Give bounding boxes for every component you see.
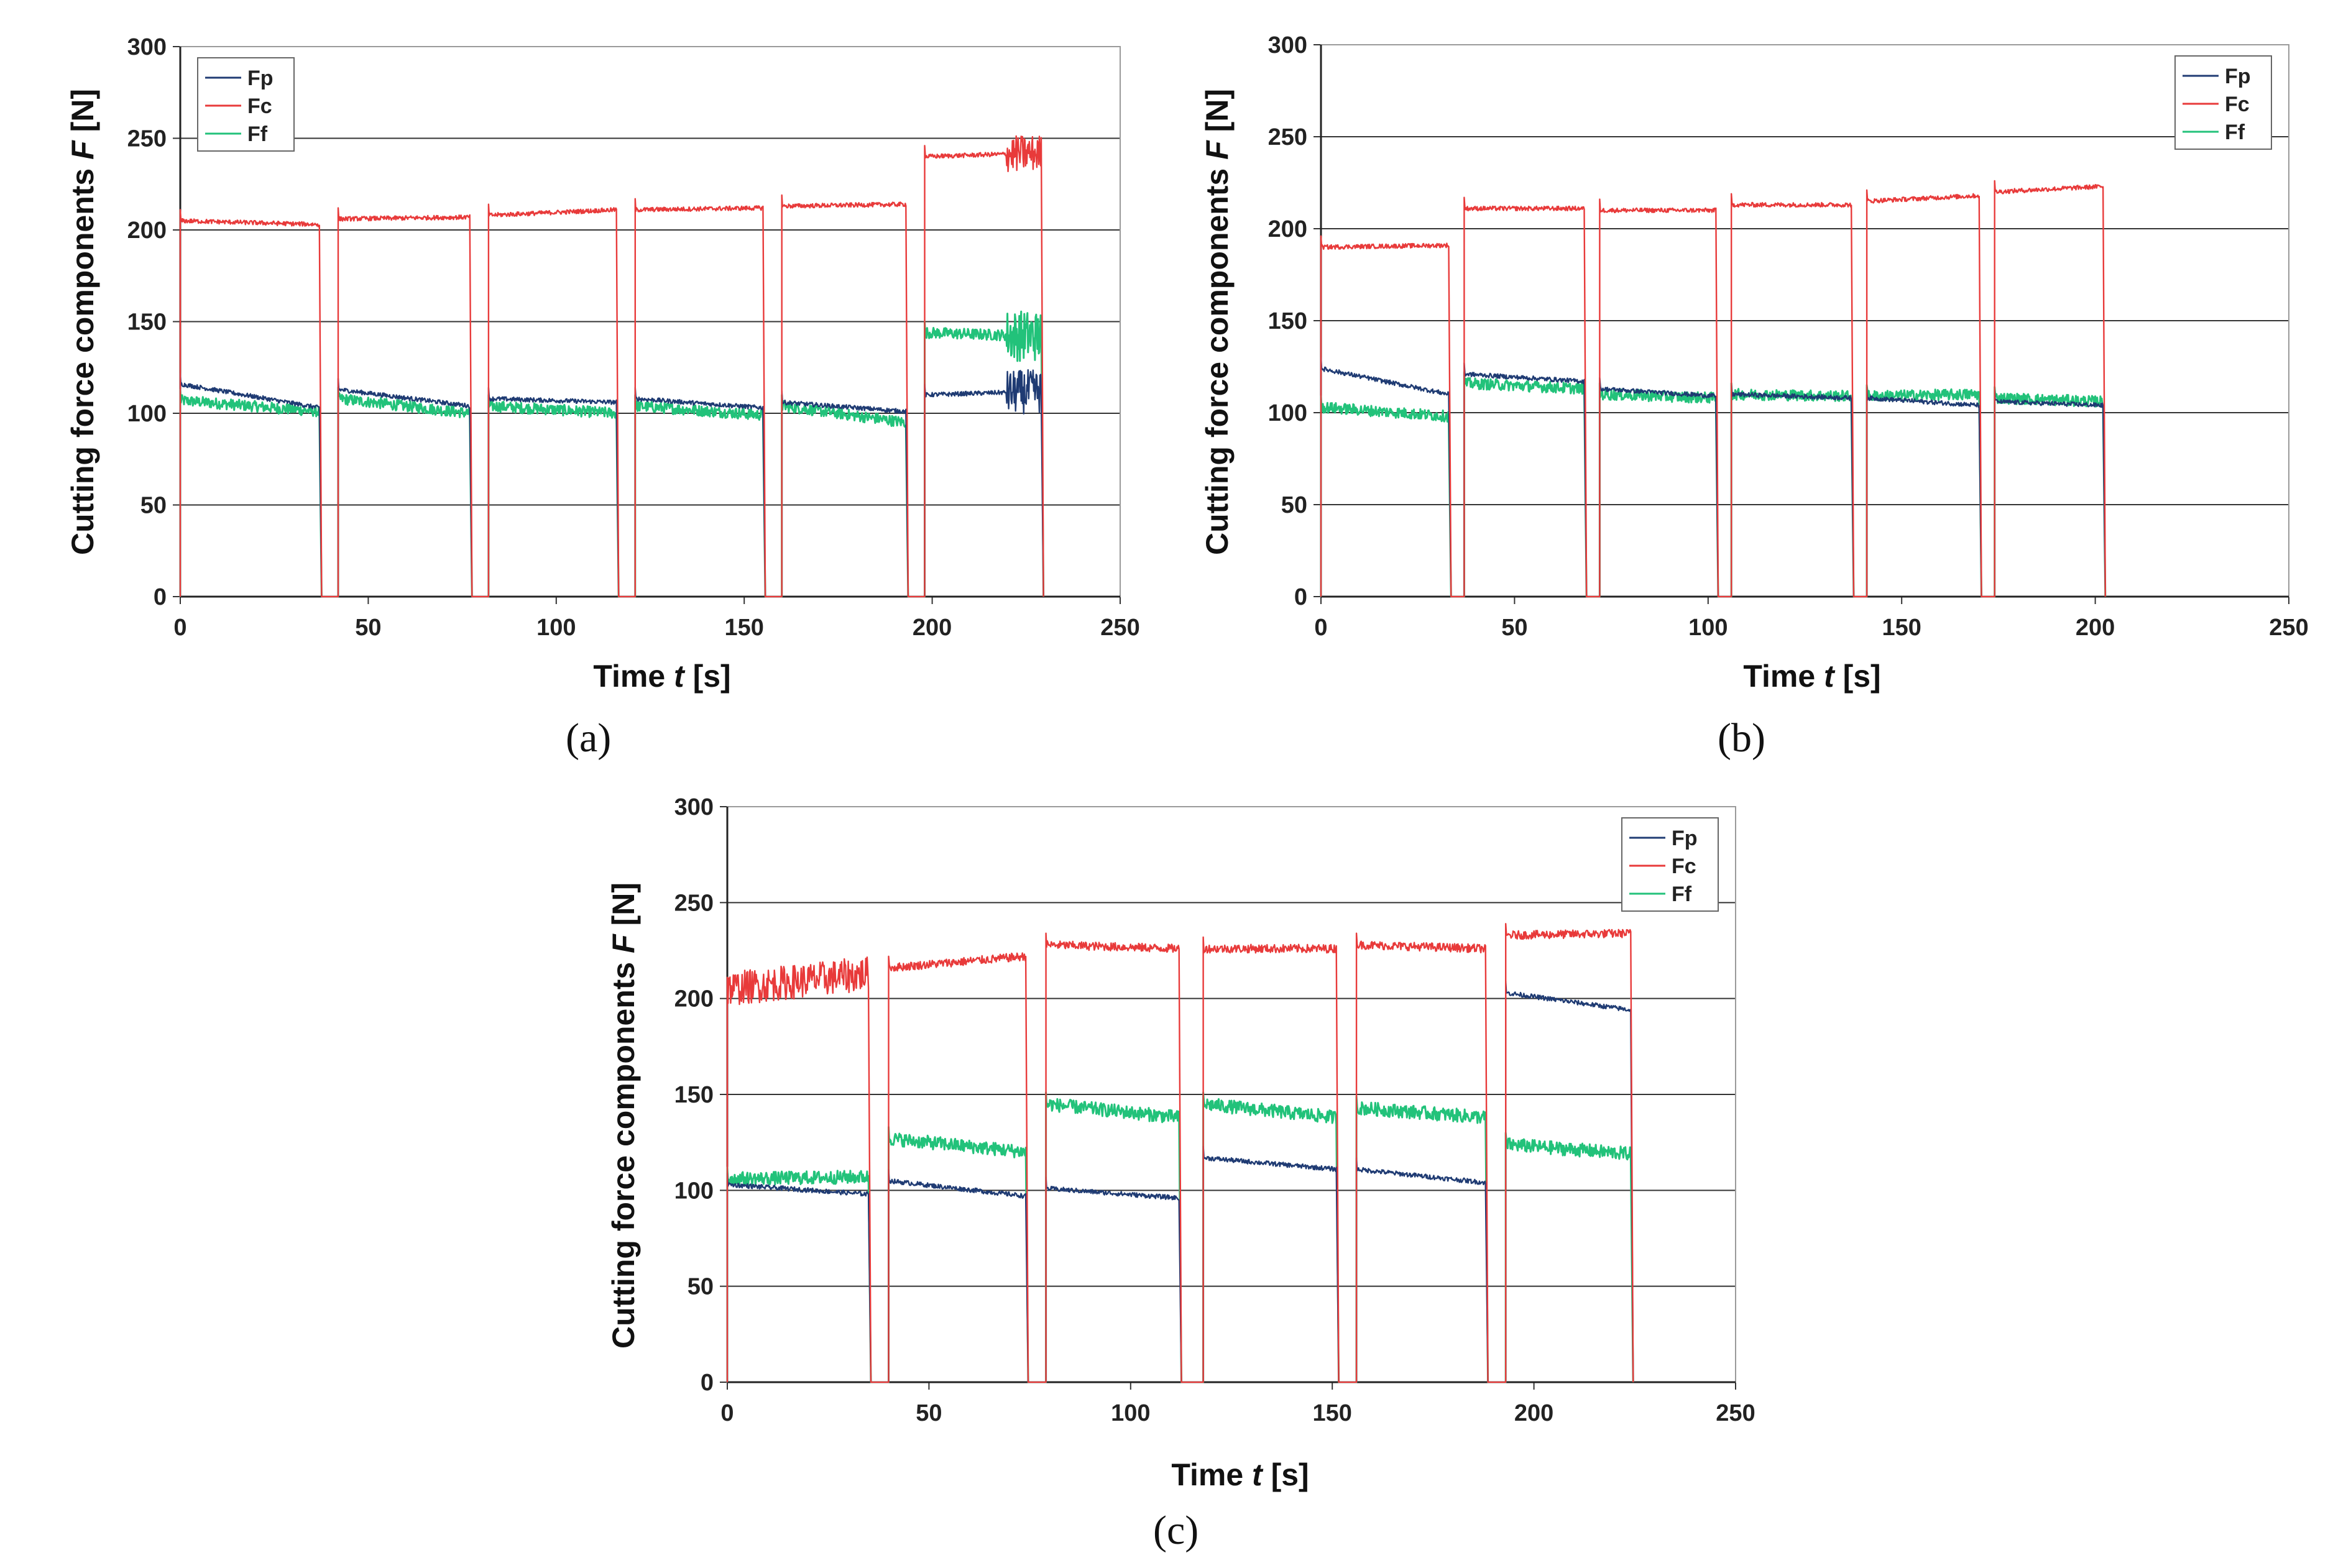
- y-axis-title: Cutting force components F [N]: [1200, 89, 1235, 555]
- x-tick-label: 50: [355, 615, 381, 641]
- x-tick-labels: 0 50 100 150 200 250: [173, 615, 1139, 641]
- x-axis-title: Time t [s]: [593, 659, 730, 694]
- y-tick-label: 250: [127, 126, 167, 152]
- x-tick-label: 150: [1882, 615, 1921, 641]
- legend-label-Fc: Fc: [2225, 93, 2250, 116]
- y-tick-label: 200: [127, 218, 167, 244]
- y-tick-label: 100: [127, 401, 167, 427]
- chart-c: 0 50 100 150 200 250 300 0 50 100 150 200 250 Time …: [606, 794, 1755, 1492]
- series-Fp-line: [1320, 357, 2106, 598]
- series-Ff-line: [1320, 371, 2107, 598]
- y-tick-label: 0: [154, 584, 167, 610]
- x-tick-label: 50: [916, 1400, 942, 1426]
- panel-label-b: (b): [1718, 715, 1765, 762]
- legend-label-Fp: Fp: [2225, 65, 2251, 88]
- panel-label-a-text: (a): [566, 715, 612, 761]
- y-tick-label: 200: [674, 986, 714, 1012]
- y-tick-label: 300: [1268, 32, 1307, 58]
- x-tick-labels: 0 50 100 150 200 250: [1314, 615, 2308, 641]
- x-tick-label: 0: [173, 615, 186, 641]
- x-tick-label: 150: [724, 615, 763, 641]
- x-axis-title: Time t [s]: [1743, 659, 1880, 694]
- series-Fc-line: [179, 135, 1044, 598]
- legend-label-Fp: Fp: [1672, 827, 1698, 850]
- x-tick-label: 100: [1111, 1400, 1150, 1426]
- y-tick-labels: 0 50 100 150 200 250 300: [127, 34, 167, 610]
- y-tick-label: 50: [1281, 492, 1307, 518]
- legend-box: [197, 57, 295, 152]
- x-tick-label: 200: [1514, 1400, 1553, 1426]
- legend-label-Fp: Fp: [247, 66, 274, 90]
- y-tick-label: 250: [1268, 124, 1307, 150]
- y-tick-label: 100: [674, 1178, 714, 1204]
- x-tick-label: 50: [1501, 615, 1527, 641]
- legend-box: [2174, 55, 2272, 150]
- series-Ff-line: [726, 1091, 1634, 1383]
- y-tick-labels: 0 50 100 150 200 250 300: [1268, 32, 1307, 610]
- panel-label-c: (c): [1153, 1507, 1199, 1554]
- x-tick-label: 200: [2076, 615, 2115, 641]
- legend: Fp Fc Ff: [1621, 817, 1719, 912]
- legend-label-Ff: Ff: [247, 122, 268, 146]
- x-tick-label: 150: [1312, 1400, 1351, 1426]
- x-tick-label: 100: [1688, 615, 1728, 641]
- x-tick-labels: 0 50 100 150 200 250: [720, 1400, 1755, 1426]
- gridlines: [720, 806, 1736, 1390]
- series-lines: [179, 135, 1045, 598]
- series-Fp-line: [726, 980, 1634, 1383]
- legend-label-Ff: Ff: [2225, 121, 2245, 144]
- y-tick-label: 50: [140, 493, 167, 519]
- x-tick-label: 250: [2269, 615, 2308, 641]
- legend-label-Ff: Ff: [1672, 883, 1692, 906]
- series-Fc-line: [1320, 180, 2107, 598]
- y-tick-label: 0: [1294, 584, 1307, 610]
- legend: Fp Fc Ff: [2174, 55, 2272, 150]
- y-tick-label: 100: [1268, 400, 1307, 426]
- y-tick-label: 150: [1268, 308, 1307, 334]
- x-tick-label: 250: [1100, 615, 1139, 641]
- series-Fc-line: [726, 923, 1634, 1383]
- y-tick-labels: 0 50 100 150 200 250 300: [674, 794, 714, 1396]
- x-tick-label: 0: [720, 1400, 734, 1426]
- gridlines: [173, 46, 1121, 604]
- y-tick-label: 0: [701, 1370, 714, 1396]
- legend-label-Fc: Fc: [247, 94, 272, 118]
- series-Ff-line: [179, 310, 1045, 598]
- legend-box: [1621, 817, 1719, 912]
- series-lines: [1320, 180, 2107, 598]
- gridlines: [1314, 44, 2289, 604]
- panel-label-a: (a): [566, 715, 611, 762]
- series-lines: [726, 923, 1634, 1383]
- y-axis-title: Cutting force components F [N]: [65, 89, 100, 555]
- y-axis-title: Cutting force components F [N]: [606, 883, 641, 1349]
- x-tick-label: 200: [913, 615, 952, 641]
- y-tick-label: 300: [127, 34, 167, 60]
- legend: Fp Fc Ff: [197, 57, 295, 152]
- x-tick-label: 0: [1314, 615, 1327, 641]
- y-tick-label: 150: [674, 1082, 714, 1108]
- x-tick-label: 250: [1716, 1400, 1755, 1426]
- x-tick-label: 100: [536, 615, 576, 641]
- y-tick-label: 50: [688, 1274, 714, 1300]
- legend-label-Fc: Fc: [1672, 855, 1696, 878]
- chart-a: 0 50 100 150 200 250 300 0 50 100 150 200 250 Time …: [65, 34, 1140, 694]
- panel-label-c-text: (c): [1153, 1508, 1199, 1553]
- y-tick-label: 150: [127, 309, 167, 336]
- y-tick-label: 200: [1268, 216, 1307, 242]
- x-axis-title: Time t [s]: [1171, 1457, 1309, 1492]
- chart-b: 0 50 100 150 200 250 300 0 50 100 150 200 250 Time …: [1200, 32, 2309, 694]
- series-Fp-line: [179, 369, 1044, 598]
- y-tick-label: 250: [674, 890, 714, 916]
- panel-label-b-text: (b): [1718, 715, 1765, 761]
- y-tick-label: 300: [674, 794, 714, 820]
